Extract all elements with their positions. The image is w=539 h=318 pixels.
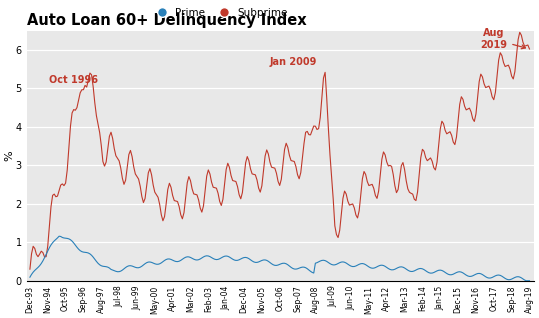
Text: Oct 1996: Oct 1996: [50, 75, 99, 86]
Legend: Prime, Subprime: Prime, Subprime: [147, 3, 292, 22]
Text: Aug
2019: Aug 2019: [480, 29, 526, 50]
Y-axis label: %: %: [4, 150, 14, 161]
Text: Jan 2009: Jan 2009: [270, 57, 317, 66]
Text: Auto Loan 60+ Delinquency Index: Auto Loan 60+ Delinquency Index: [26, 13, 306, 28]
